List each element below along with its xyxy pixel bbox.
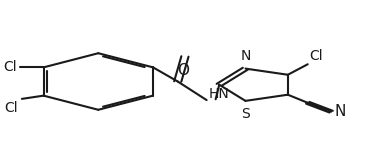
Text: S: S: [241, 107, 250, 120]
Text: O: O: [177, 63, 189, 78]
Text: Cl: Cl: [5, 101, 18, 115]
Text: HN: HN: [208, 87, 229, 101]
Text: N: N: [240, 49, 251, 63]
Text: Cl: Cl: [3, 60, 17, 74]
Text: Cl: Cl: [309, 49, 323, 63]
Text: N: N: [335, 104, 346, 119]
